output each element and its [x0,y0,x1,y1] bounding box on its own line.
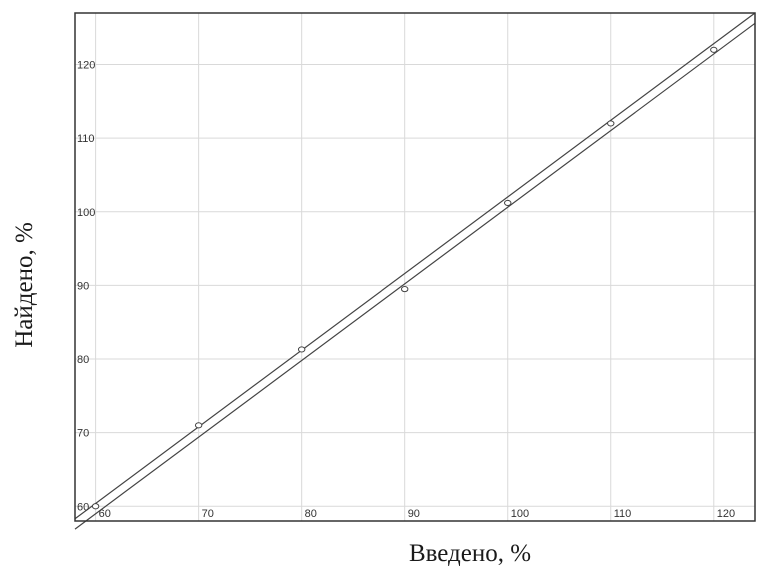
y-axis-label: Найдено, % [11,222,38,348]
x-tick-label: 100 [511,508,529,520]
data-points [91,46,718,510]
y-tick-label: 120 [77,60,95,72]
data-point [607,120,615,127]
data-point [400,285,409,293]
y-tick-labels: 60 70 80 90 100 110 120 [77,60,95,514]
y-tick-label: 110 [77,133,95,145]
data-point [710,46,718,53]
plot-frame [74,12,756,522]
grid-lines [75,13,755,521]
data-point [194,422,203,429]
y-tick-label: 100 [77,207,95,219]
x-tick-label: 90 [408,508,420,520]
y-axis-label-box: Найдено, % [2,185,48,385]
y-tick-label: 70 [77,428,89,440]
y-tick-label: 80 [77,354,89,366]
x-tick-label: 120 [717,508,735,520]
regression-lines [74,12,756,530]
data-point [91,503,100,510]
x-tick-label: 80 [305,508,317,520]
x-tick-label: 110 [614,508,632,520]
y-tick-label: 60 [77,501,89,513]
fit-line [74,12,756,520]
data-point [297,346,306,353]
fit-line [74,22,756,530]
y-tick-label: 90 [77,280,89,292]
x-tick-label: 70 [202,508,214,520]
data-point [504,199,512,207]
x-tick-label: 60 [99,508,111,520]
x-axis-label: Введено, % [408,540,532,567]
x-tick-labels: 60 70 80 90 100 110 120 [99,508,736,520]
